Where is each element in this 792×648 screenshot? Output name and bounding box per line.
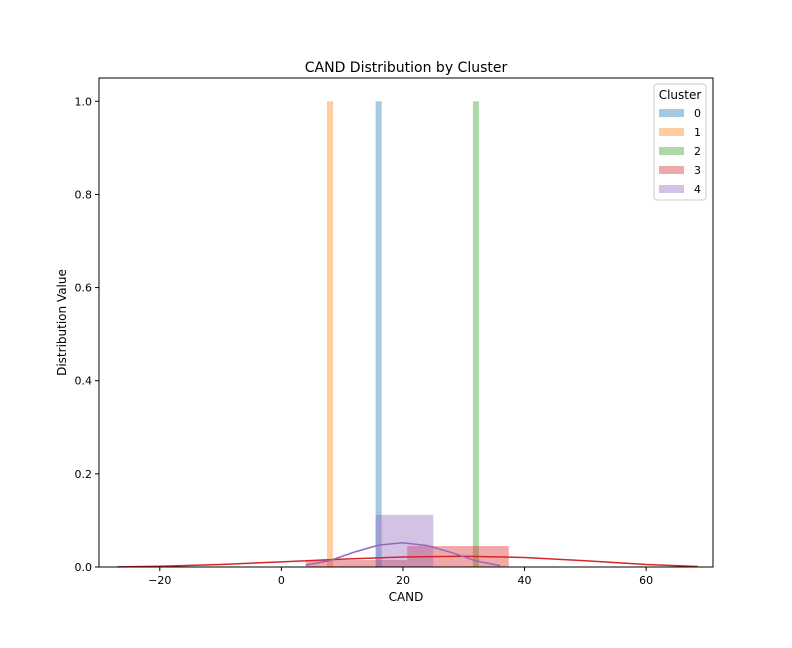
chart-title: CAND Distribution by Cluster [305, 60, 508, 76]
legend-swatch-cluster-0 [659, 109, 684, 117]
y-tick-label: 0.6 [75, 282, 93, 295]
legend-swatch-cluster-2 [659, 147, 684, 155]
x-axis: −20 0 20 40 60 [148, 567, 653, 587]
legend-items: 0 1 2 3 4 [659, 107, 701, 196]
y-tick-label: 0.8 [75, 188, 93, 201]
legend-label-cluster-0: 0 [694, 107, 701, 120]
axes-frame [98, 77, 714, 568]
y-axis-label: Distribution Value [55, 269, 69, 376]
y-tick-label: 0.2 [75, 468, 93, 481]
x-tick-label: −20 [148, 574, 171, 587]
y-axis: 0.0 0.2 0.4 0.6 0.8 1.0 [75, 95, 99, 574]
histogram-bar-cluster-0 [375, 101, 382, 568]
kde-layer [117, 542, 698, 568]
legend-label-cluster-3: 3 [694, 164, 701, 177]
legend-label-cluster-4: 4 [694, 183, 701, 196]
plot-area [117, 101, 698, 568]
y-tick-label: 1.0 [75, 95, 93, 108]
x-tick-label: 40 [518, 574, 532, 587]
legend: Cluster 0 1 2 3 4 [653, 83, 707, 201]
histogram-bar-cluster-1 [326, 101, 334, 568]
x-tick-label: 0 [278, 574, 285, 587]
legend-swatch-cluster-1 [659, 128, 684, 136]
histogram-bar-cluster-2 [472, 101, 479, 568]
legend-label-cluster-2: 2 [694, 145, 701, 158]
legend-frame [653, 83, 707, 201]
legend-title: Cluster [659, 88, 702, 102]
legend-label-cluster-1: 1 [694, 126, 701, 139]
histogram-bar-cluster-3 [305, 560, 408, 567]
x-axis-label: CAND [389, 590, 424, 604]
x-tick-label: 20 [396, 574, 410, 587]
legend-swatch-cluster-4 [659, 185, 684, 193]
histogram-bar-cluster-4 [375, 514, 434, 567]
y-tick-label: 0.4 [75, 375, 93, 388]
x-tick-label: 60 [639, 574, 653, 587]
y-tick-label: 0.0 [75, 561, 93, 574]
legend-swatch-cluster-3 [659, 166, 684, 174]
kde-line-cluster-3 [117, 555, 698, 568]
kde-line-cluster-4 [305, 542, 501, 567]
